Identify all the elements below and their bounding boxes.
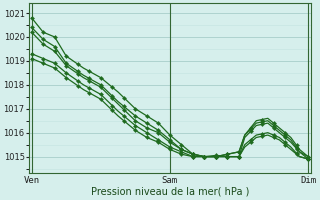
X-axis label: Pression niveau de la mer( hPa ): Pression niveau de la mer( hPa ): [91, 187, 249, 197]
